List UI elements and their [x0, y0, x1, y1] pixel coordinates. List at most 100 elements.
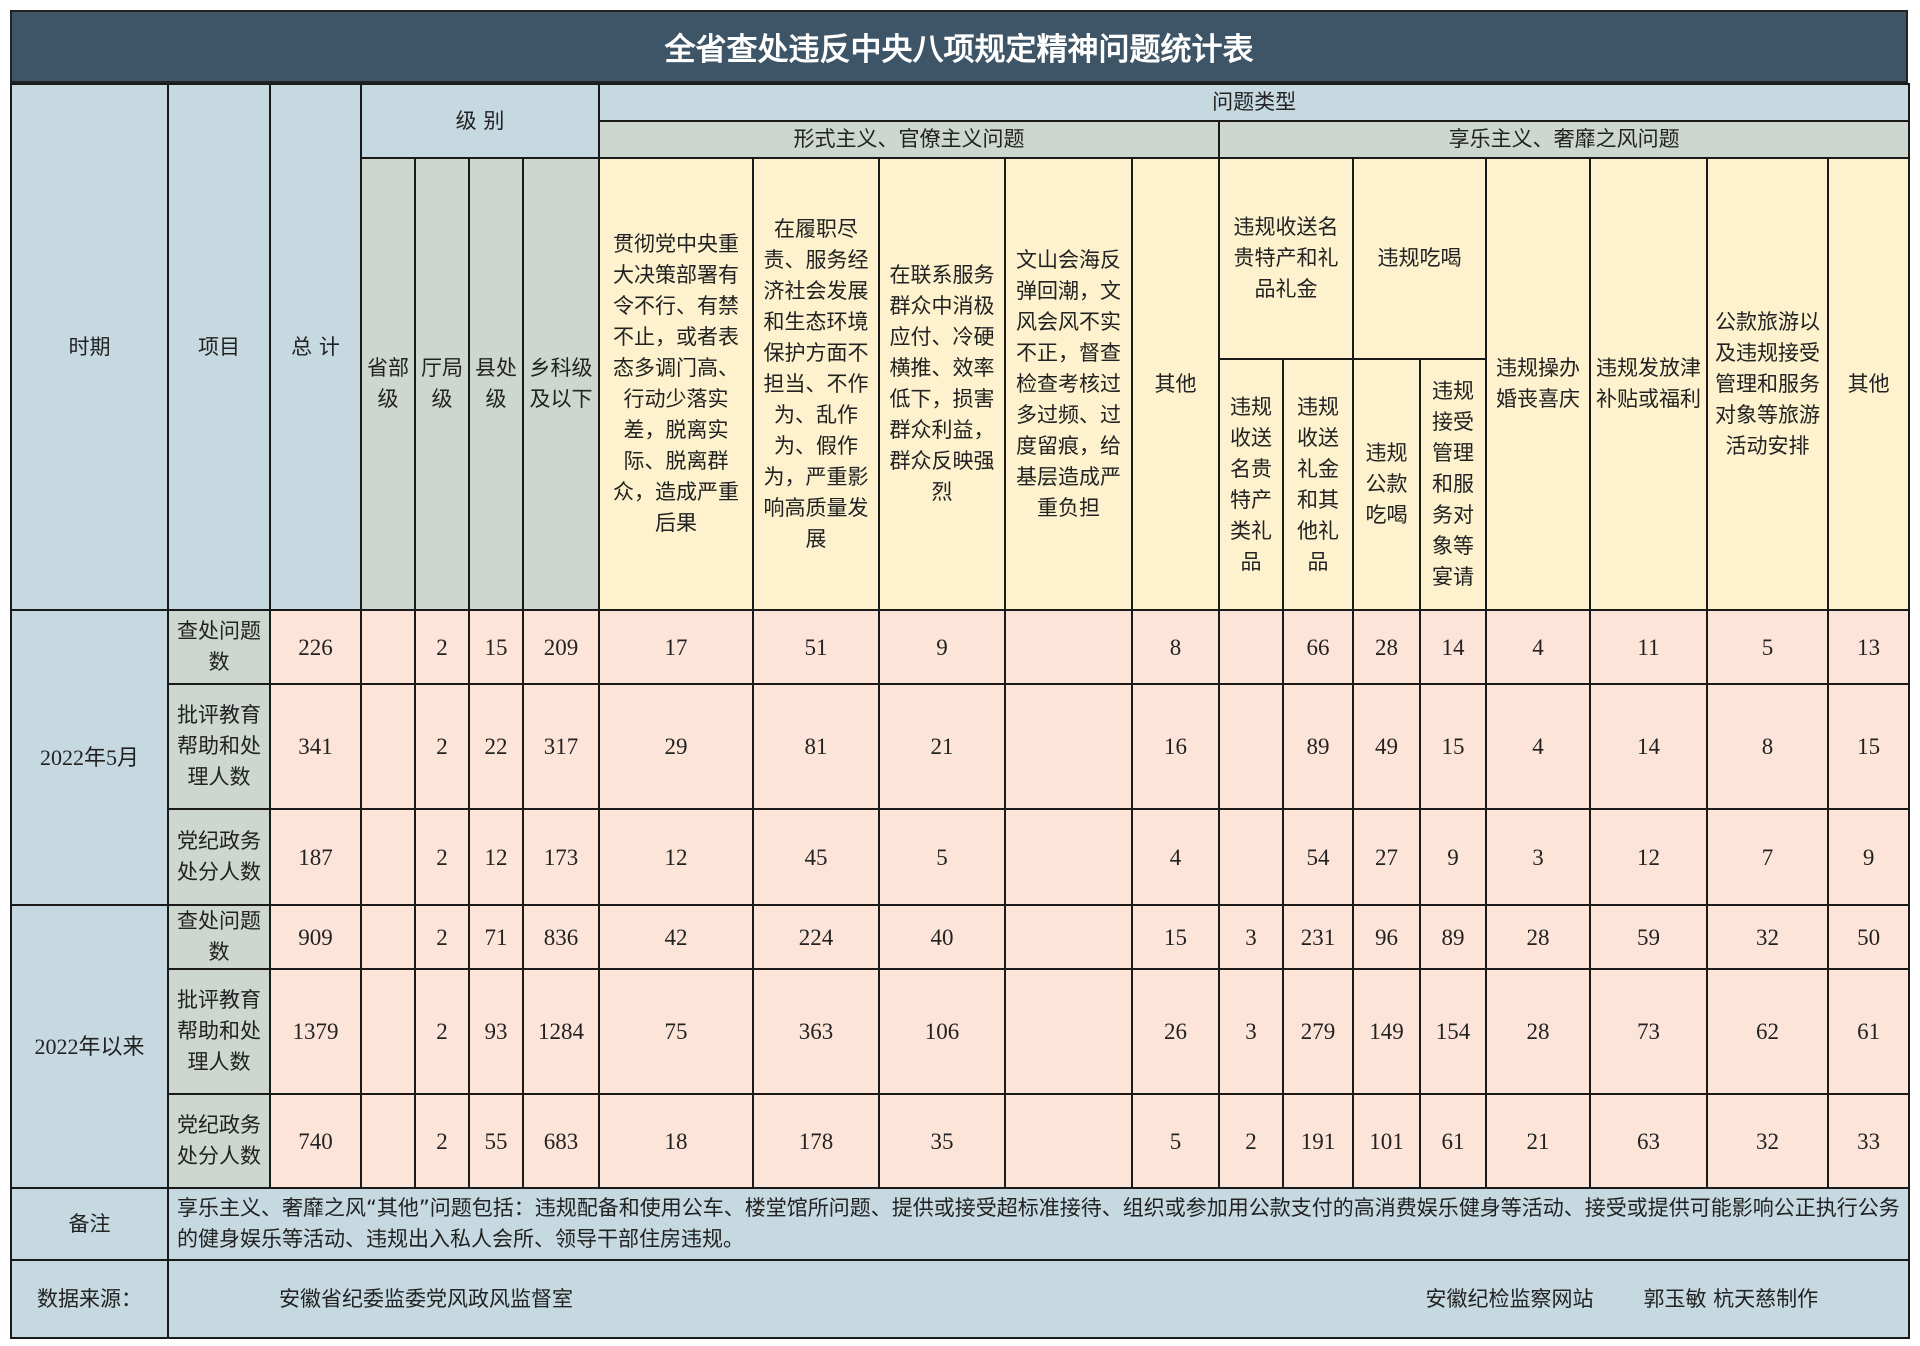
- value-cell: 9: [1826, 808, 1911, 906]
- value-cell: 27: [1352, 808, 1421, 906]
- value-cell: 4: [1131, 808, 1220, 906]
- header-hedonism: 享乐主义、奢靡之风问题: [1217, 120, 1911, 159]
- note-label: 备注: [10, 1187, 169, 1261]
- header-weddings: 违规操办婚丧喜庆: [1485, 157, 1591, 611]
- table-row: 2022年以来 查处问题数 909 2 71 836 42 224 40 15 3 231 96 89 28…: [10, 904, 1911, 1189]
- value-cell: 4: [1485, 683, 1591, 810]
- item-cell: 查处问题数: [167, 609, 271, 685]
- item-cell: 党纪政务处分人数: [167, 808, 271, 906]
- value-cell: 55: [468, 1093, 524, 1189]
- header-allowances: 违规发放津补贴或福利: [1589, 157, 1708, 611]
- header-period: 时期: [10, 83, 169, 611]
- value-cell: [1218, 609, 1284, 685]
- table-row: 批评教育帮助和处理人数 341 2 22 317 29 81 21 16 89 49 15 4 14 8 15: [11, 683, 1911, 810]
- header-level-county: 县处级: [468, 157, 524, 611]
- value-cell: 35: [878, 1093, 1006, 1189]
- header-travel: 公款旅游以及违规接受管理和服务对象等旅游活动安排: [1706, 157, 1829, 611]
- value-cell: 32: [1706, 904, 1829, 970]
- value-cell: 21: [878, 683, 1006, 810]
- value-cell: 836: [522, 904, 600, 970]
- value-cell: 279: [1282, 968, 1354, 1095]
- value-cell: 49: [1352, 683, 1421, 810]
- value-cell: 54: [1282, 808, 1354, 906]
- value-cell: 59: [1589, 904, 1708, 970]
- value-cell: 62: [1706, 968, 1829, 1095]
- value-cell: 224: [752, 904, 880, 970]
- source-text: 安徽省纪委监委党风政风监督室: [279, 1286, 573, 1311]
- table-row: 党纪政务处分人数 740 2 55 683 18 178 35 5 2 191 101 61 21 63 32…: [11, 1093, 1911, 1189]
- source-cell: 安徽省纪委监委党风政风监督室 安徽纪检监察网站 郭玉敏 杭天慈制作: [166, 1259, 1911, 1339]
- value-cell: [1004, 1093, 1133, 1189]
- value-cell: 2: [1218, 1093, 1284, 1189]
- value-cell: 12: [468, 808, 524, 906]
- header-formalism-1: 贯彻党中央重大决策部署有令不行、有禁不止，或者表态多调门高、行动少落实差，脱离实…: [598, 157, 754, 611]
- value-cell: 89: [1282, 683, 1354, 810]
- value-cell: 173: [522, 808, 600, 906]
- value-cell: 28: [1485, 968, 1591, 1095]
- value-cell: 2: [414, 683, 470, 810]
- value-cell: 5: [1706, 609, 1829, 685]
- note-text: 享乐主义、奢靡之风“其他”问题包括：违规配备和使用公车、楼堂馆所问题、提供或接受…: [166, 1187, 1911, 1261]
- table-row: 批评教育帮助和处理人数 1379 2 93 1284 75 363 106 26 3 279 149 1…: [11, 968, 1911, 1095]
- table-title: 全省查处违反中央八项规定精神问题统计表: [10, 10, 1908, 83]
- statistics-table: 时期 项目 总 计 级 别 问题类型 形式主义、官僚主义问题 享乐主义、奢靡之风…: [10, 83, 1911, 1339]
- value-cell: 154: [1419, 968, 1487, 1095]
- value-cell: 231: [1282, 904, 1354, 970]
- header-dining-banquet: 违规接受管理和服务对象等宴请: [1419, 358, 1487, 611]
- value-cell: 16: [1131, 683, 1220, 810]
- header-formalism: 形式主义、官僚主义问题: [598, 120, 1220, 159]
- value-cell: 3: [1218, 968, 1284, 1095]
- value-cell: 61: [1826, 968, 1911, 1095]
- value-cell: 21: [1485, 1093, 1591, 1189]
- value-cell: [1004, 904, 1133, 970]
- value-cell: 2: [414, 904, 470, 970]
- credit-text: 郭玉敏 杭天慈制作: [1643, 1286, 1819, 1311]
- value-cell: 8: [1131, 609, 1220, 685]
- value-cell: [1004, 609, 1133, 685]
- value-cell: 3: [1485, 808, 1591, 906]
- value-cell: 2: [414, 968, 470, 1095]
- value-cell: 12: [1589, 808, 1708, 906]
- value-cell: 15: [1826, 683, 1911, 810]
- value-cell: 12: [598, 808, 754, 906]
- value-cell: 63: [1589, 1093, 1708, 1189]
- value-cell: 22: [468, 683, 524, 810]
- value-cell: 2: [414, 808, 470, 906]
- table-row: 2022年5月 查处问题数 226 2 15 209 17 51 9 8 66 28 14 4 11 5 13: [10, 609, 1911, 906]
- value-cell: [360, 683, 416, 810]
- value-cell: [360, 808, 416, 906]
- value-cell: 1284: [522, 968, 600, 1095]
- header-level-province: 省部级: [360, 157, 416, 611]
- value-cell: 93: [468, 968, 524, 1095]
- value-cell: 740: [269, 1093, 362, 1189]
- value-cell: 8: [1706, 683, 1829, 810]
- header-level-bureau: 厅局级: [414, 157, 470, 611]
- table-row: 党纪政务处分人数 187 2 12 173 12 45 5 4 54 27 9 3 12 7 9: [11, 808, 1911, 906]
- value-cell: 17: [598, 609, 754, 685]
- item-cell: 批评教育帮助和处理人数: [167, 968, 271, 1095]
- header-dining: 违规吃喝: [1352, 157, 1487, 360]
- value-cell: 15: [1419, 683, 1487, 810]
- header-item: 项目: [167, 83, 271, 611]
- header-formalism-other: 其他: [1131, 157, 1220, 611]
- header-gifts-money: 违规收送礼金和其他礼品: [1282, 358, 1354, 611]
- header-hedonism-other: 其他: [1826, 157, 1911, 611]
- period-cell: 2022年5月: [10, 609, 169, 906]
- statistics-table-container: 全省查处违反中央八项规定精神问题统计表 时期 项目 总 计 级 别 问题类型 形…: [10, 10, 1911, 1339]
- header-level-township: 乡科级及以下: [522, 157, 600, 611]
- item-cell: 查处问题数: [167, 904, 271, 970]
- value-cell: 13: [1826, 609, 1911, 685]
- header-gifts: 违规收送名贵特产和礼品礼金: [1218, 157, 1354, 360]
- item-cell: 批评教育帮助和处理人数: [167, 683, 271, 810]
- value-cell: 18: [598, 1093, 754, 1189]
- value-cell: 32: [1706, 1093, 1829, 1189]
- value-cell: 71: [468, 904, 524, 970]
- value-cell: 75: [598, 968, 754, 1095]
- value-cell: 15: [468, 609, 524, 685]
- value-cell: [1004, 968, 1133, 1095]
- value-cell: 15: [1131, 904, 1220, 970]
- value-cell: 26: [1131, 968, 1220, 1095]
- value-cell: 28: [1352, 609, 1421, 685]
- value-cell: 2: [414, 1093, 470, 1189]
- value-cell: 73: [1589, 968, 1708, 1095]
